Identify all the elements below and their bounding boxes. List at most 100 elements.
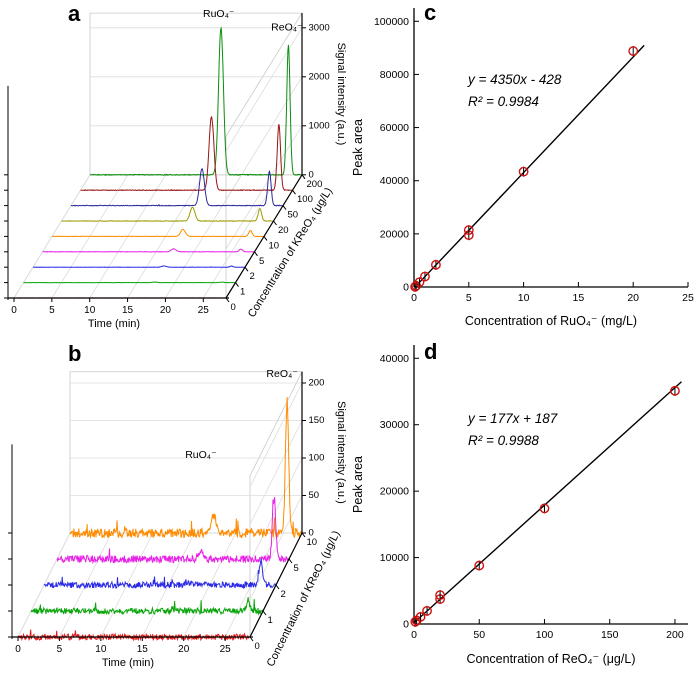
right-wall-edge xyxy=(225,12,303,298)
chromatogram-trace-50 xyxy=(70,168,283,207)
panel-letter-b: b xyxy=(68,341,82,366)
time-tick-label: 25 xyxy=(220,644,232,655)
concentration-tick-label: 10 xyxy=(307,537,318,548)
x-tick-label: 0 xyxy=(411,629,417,641)
data-point xyxy=(628,46,639,56)
chromatogram-trace-1 xyxy=(30,597,264,616)
signal-axis-title: Signal intensity (a.u.) xyxy=(335,43,347,146)
time-tick-label: 25 xyxy=(198,305,210,316)
x-tick-label: 15 xyxy=(573,292,585,304)
y-tick-label: 40000 xyxy=(380,353,409,365)
signal-tick-label: 150 xyxy=(309,415,325,426)
time-tick-label: 20 xyxy=(178,644,190,655)
fit-line xyxy=(415,44,645,287)
right-wall-edge xyxy=(249,371,303,637)
panel-a: a 0 5 10 15 20 25 Time (min) 0 1 2 5 10 20 50 100 200 Co… xyxy=(0,0,348,337)
x-tick-label: 100 xyxy=(536,629,554,641)
y-axis-title: Peak area xyxy=(351,119,365,176)
chromatogram-trace-5 xyxy=(56,497,290,565)
chromatogram-trace-100 xyxy=(80,115,293,192)
chromatogram-trace-20 xyxy=(61,206,274,222)
data-point xyxy=(539,503,550,514)
time-tick-label: 10 xyxy=(95,644,107,655)
x-tick-label: 25 xyxy=(682,292,694,304)
concentration-tick-label: 2 xyxy=(250,271,255,282)
concentration-tick-label: 10 xyxy=(269,240,280,251)
chromatogram-trace-10 xyxy=(69,396,303,539)
chromatogram-trace-2 xyxy=(43,558,277,590)
y-tick-label: 0 xyxy=(403,282,409,294)
y-tick-label: 40000 xyxy=(380,175,409,187)
x-tick-label: 200 xyxy=(666,629,684,641)
signal-tick-label: 0 xyxy=(309,169,314,180)
data-point xyxy=(410,616,421,627)
concentration-tick-label: 0 xyxy=(255,641,260,652)
signal-tick-label: 50 xyxy=(309,490,320,501)
y-tick-label: 80000 xyxy=(380,69,409,81)
time-tick-label: 15 xyxy=(137,644,149,655)
data-point xyxy=(414,277,425,288)
y-tick-label: 20000 xyxy=(380,228,409,240)
x-axis-title: Concentration of RuO₄⁻ (mg/L) xyxy=(465,314,637,328)
chromatogram-trace-1 xyxy=(23,281,236,284)
data-point xyxy=(463,225,474,236)
data-point xyxy=(422,605,432,616)
calibration-plot-c: 0 5 10 15 20 25 0 20000 40000 60000 80000 100000 y =… xyxy=(351,8,694,328)
x-axis-title: Concentration of ReO₄⁻ (μg/L) xyxy=(467,652,636,666)
panel-b: b 0 5 10 15 20 25 Time (min) 0 1 2 5 10 Concentratio… xyxy=(0,337,348,675)
peak-label: ReO₄⁻ xyxy=(271,21,303,33)
time-axis-title: Time (min) xyxy=(102,657,154,669)
panel-letter-d: d xyxy=(424,339,438,364)
signal-tick-label: 200 xyxy=(309,378,325,389)
time-tick-label: 15 xyxy=(122,305,134,316)
x-tick-label: 50 xyxy=(473,629,485,641)
fit-equation: y = 177x + 187 xyxy=(467,411,558,426)
signal-tick-label: 3000 xyxy=(309,22,330,33)
concentration-tick-label: 100 xyxy=(297,194,313,205)
concentration-tick-label: 1 xyxy=(268,615,273,626)
r-squared: R² = 0.9984 xyxy=(468,94,539,109)
concentration-tick-label: 5 xyxy=(259,256,264,267)
y-tick-label: 100000 xyxy=(374,16,409,28)
panel-c: c 0 5 10 15 20 25 0 20000 40000 60000 80000 100000 y… xyxy=(348,0,700,337)
concentration-tick-label: 5 xyxy=(294,563,299,574)
y-tick-label: 0 xyxy=(403,619,409,631)
data-point xyxy=(415,612,426,622)
time-tick-label: 5 xyxy=(57,644,63,655)
chromatogram-trace-200 xyxy=(89,26,303,177)
signal-tick-label: 1000 xyxy=(309,120,330,131)
peak-label: RuO₄⁻ xyxy=(203,8,235,20)
panel-d: d 0 50 100 150 200 0 10000 20000 30000 40000 y = 1… xyxy=(348,337,700,675)
concentration-tick-label: 200 xyxy=(307,179,323,190)
concentration-tick-label: 2 xyxy=(281,589,286,600)
x-tick-label: 5 xyxy=(466,292,472,304)
concentration-tick-label: 20 xyxy=(278,225,289,236)
r-squared: R² = 0.9988 xyxy=(468,433,539,448)
fit-equation: y = 4350x - 428 xyxy=(467,72,562,87)
panel-letter-c: c xyxy=(424,0,437,25)
concentration-tick-label: 0 xyxy=(231,302,236,313)
time-tick-label: 0 xyxy=(15,644,21,655)
y-tick-label: 10000 xyxy=(380,552,409,564)
chromatogram-trace-10 xyxy=(52,229,264,238)
data-point xyxy=(518,166,529,177)
back-wall-pane xyxy=(89,12,303,176)
data-point xyxy=(420,271,430,282)
y-tick-label: 20000 xyxy=(380,486,409,498)
peak-label: RuO₄⁻ xyxy=(185,449,217,461)
concentration-tick-label: 50 xyxy=(288,210,299,221)
chromatogram-trace-5 xyxy=(42,248,255,253)
y-tick-label: 30000 xyxy=(380,419,409,431)
time-axis-title: Time (min) xyxy=(88,318,140,330)
x-tick-label: 20 xyxy=(627,292,639,304)
x-tick-label: 0 xyxy=(411,292,417,304)
chromatogram-trace-2 xyxy=(33,265,245,268)
fit-line xyxy=(413,381,682,624)
data-point xyxy=(435,590,445,601)
signal-tick-label: 100 xyxy=(309,453,325,464)
concentration-tick-label: 1 xyxy=(240,287,245,298)
x-tick-label: 10 xyxy=(518,292,530,304)
time-tick-label: 5 xyxy=(49,305,55,316)
signal-tick-label: 0 xyxy=(309,528,314,539)
